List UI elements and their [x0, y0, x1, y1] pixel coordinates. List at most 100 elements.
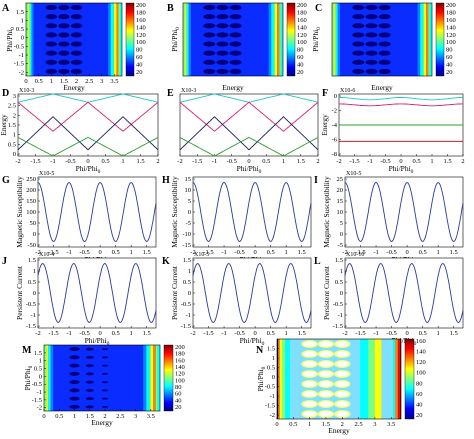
x-tick-label: 0.5 [35, 78, 43, 85]
heatmap-blob [216, 59, 229, 65]
heatmap-blob [336, 361, 349, 367]
axis-multiplier: X10-5 [194, 252, 209, 258]
colorbar-tick-label: 120 [136, 32, 146, 39]
x-tick-label: 1.5 [450, 249, 458, 256]
heatmap-band [271, 3, 275, 76]
colorbar-tick-label: 160 [416, 338, 426, 345]
y-tick-label: 1.5 [16, 9, 24, 16]
y-tick-label: -5 [186, 220, 191, 227]
x-tick-label: 3 [100, 78, 103, 85]
x-tick-label: 0 [86, 158, 89, 165]
heatmap-band [146, 345, 151, 411]
y-axis-label: Persistent Current [15, 265, 24, 320]
y-tick-label: 0 [33, 290, 36, 297]
heatmap-band [428, 3, 430, 76]
x-tick-label: -2 [190, 330, 195, 337]
y-tick-label: -1.5 [14, 61, 24, 68]
colorbar-tick-label: 80 [175, 384, 182, 391]
heatmap-band [282, 339, 286, 419]
y-axis-label: Energy [0, 114, 8, 136]
x-tick-label: -0.5 [234, 249, 244, 256]
colorbar-tick-label: 140 [136, 24, 146, 31]
x-tick-label: 1 [308, 421, 311, 428]
heatmap-band [334, 3, 336, 76]
heatmap-blob [45, 50, 58, 56]
heatmap-blob [45, 68, 58, 74]
y-tick-label: 2.5 [8, 103, 16, 110]
heatmap-band [44, 345, 47, 411]
x-tick-label: -1 [221, 249, 226, 256]
heatmap-band [360, 339, 369, 419]
heatmap-blob [229, 23, 242, 29]
heatmap-blob [45, 5, 58, 11]
heatmap-band [374, 339, 382, 419]
panel-letter: D [2, 88, 9, 99]
y-tick-label: 200 [26, 187, 36, 194]
y-tick-label: 1.5 [335, 257, 343, 264]
x-tick-label: 3.5 [110, 78, 118, 85]
heatmap-band [417, 3, 421, 76]
axis-multiplier: X10-3 [19, 88, 34, 94]
x-tick-label: -1.5 [355, 249, 365, 256]
colorbar-tick-label: 160 [446, 17, 456, 24]
heatmap-blob [352, 32, 365, 38]
y-tick-label: -5 [338, 242, 343, 249]
y-tick-label: 0 [340, 231, 343, 238]
heatmap-band [268, 3, 272, 76]
line-panel-L: X10-10-2 -1.5 -1 -0.5 0 0.5 1 1.51.510.50-0.5-1… [322, 252, 464, 347]
colorbar-tick-label: 40 [175, 397, 182, 404]
heatmap-blob [203, 23, 216, 29]
x-tick-label: 0.5 [419, 249, 427, 256]
heatmap-blob [336, 411, 349, 417]
x-tick-label: -1 [50, 158, 55, 165]
heatmap-blob [336, 391, 349, 397]
y-tick-label: 0.5 [8, 141, 16, 148]
heatmap-blob [101, 364, 109, 367]
heatmap-blob [70, 68, 83, 74]
y-tick-label: 250 [26, 176, 36, 183]
heatmap-background [44, 345, 160, 411]
series-line [17, 116, 159, 151]
heatmap-band [155, 345, 158, 411]
colorbar-tick-label: 140 [446, 24, 456, 31]
series-line [37, 263, 157, 323]
x-tick-label: -0.5 [79, 249, 89, 256]
series-line [192, 263, 312, 323]
x-tick-label: -2 [177, 158, 182, 165]
heatmap-band [183, 3, 186, 76]
x-tick-label: -1.5 [192, 158, 202, 165]
heatmap-band [335, 3, 338, 76]
colorbar-tick-label: 20 [446, 69, 453, 76]
heatmap-blob [58, 68, 70, 74]
heatmap-band [277, 3, 280, 76]
series-line [179, 101, 319, 132]
y-tick-label: -1 [37, 389, 42, 396]
heatmap-band [279, 339, 283, 419]
x-tick-label: -1 [221, 330, 226, 337]
colorbar-tick-label: 180 [297, 9, 307, 16]
x-tick-label: 2 [156, 158, 159, 165]
heatmap-band [46, 345, 49, 411]
heatmap-blob [352, 50, 365, 56]
heatmap-blob [365, 68, 378, 74]
panel-letter: K [162, 256, 170, 267]
heatmap-blob [85, 355, 94, 359]
series-line [344, 263, 464, 323]
heatmap-band [28, 3, 30, 76]
heatmap-blob [365, 59, 378, 65]
plot-frame [25, 2, 123, 77]
x-tick-label: -2 [35, 330, 40, 337]
y-tick-label: -2 [270, 412, 275, 419]
y-tick-label: 15 [337, 198, 344, 205]
panel-letter: N [256, 345, 264, 356]
x-tick-label: -0.5 [386, 330, 396, 337]
heatmap-blob [216, 23, 229, 29]
x-tick-label: 1 [437, 330, 440, 337]
x-tick-label: 3.5 [147, 413, 155, 420]
colorbar-tick-label: 20 [175, 404, 182, 411]
heatmap-background [26, 3, 122, 76]
y-tick-label: 1.5 [183, 257, 191, 264]
heatmap-band [31, 3, 34, 76]
